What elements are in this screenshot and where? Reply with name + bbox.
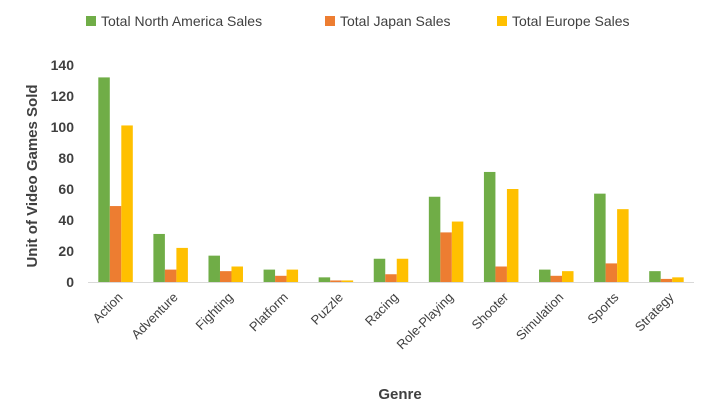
y-tick-label: 100 (51, 119, 75, 135)
y-tick-label: 140 (51, 57, 75, 73)
bar (286, 269, 299, 282)
bar (617, 209, 629, 282)
bar (440, 232, 452, 282)
bars (98, 77, 684, 283)
bar (275, 275, 287, 282)
bar-group-sports (594, 193, 629, 282)
bar (396, 258, 409, 282)
bar (483, 171, 496, 282)
bar (672, 277, 684, 282)
bar (605, 263, 618, 282)
x-axis-title: Genre (378, 386, 421, 403)
legend-item: Total North America Sales (86, 13, 262, 29)
bar-group-racing (373, 258, 409, 282)
legend-label: Total North America Sales (101, 13, 262, 29)
bar-group-strategy (649, 271, 684, 282)
bar (176, 247, 188, 282)
bar-group-action (98, 77, 133, 283)
bar (341, 280, 354, 282)
legend-swatch (325, 16, 335, 26)
bar-group-puzzle (318, 277, 354, 282)
bar (231, 266, 243, 282)
y-axis: 0 20 40 60 80 100 120 140 (51, 57, 75, 290)
x-tick-label: Fighting (193, 290, 236, 333)
legend-swatch (86, 16, 96, 26)
bar (539, 269, 551, 282)
bar (495, 266, 507, 282)
legend-swatch (497, 16, 507, 26)
y-tick-label: 60 (58, 181, 74, 197)
x-tick-label: Strategy (632, 289, 677, 334)
bar (451, 221, 464, 282)
x-tick-label: Sports (584, 289, 622, 327)
legend: Total North America Sales Total Japan Sal… (86, 13, 630, 29)
bar-group-simulation (539, 269, 574, 282)
y-tick-label: 40 (58, 212, 74, 228)
x-tick-label: Simulation (513, 290, 567, 344)
bar (121, 125, 133, 282)
bar (109, 206, 122, 282)
bar (208, 255, 220, 282)
y-tick-label: 120 (51, 88, 75, 104)
bar (562, 271, 574, 282)
legend-item: Total Europe Sales (497, 13, 630, 29)
bar-group-fighting (208, 255, 243, 282)
bar (550, 275, 563, 282)
y-tick-label: 80 (58, 150, 74, 166)
bar (649, 271, 661, 282)
bar-group-platform (263, 269, 299, 282)
y-tick-label: 0 (66, 274, 74, 290)
bar (98, 77, 110, 283)
bar (153, 233, 165, 282)
bar (594, 193, 606, 282)
bar (373, 258, 386, 282)
bar-group-role-playing (428, 196, 464, 282)
x-tick-label: Platform (246, 290, 291, 335)
y-tick-label: 20 (58, 243, 74, 259)
bar (428, 196, 441, 282)
x-tick-label: Role-Playing (393, 290, 456, 353)
x-tick-label: Puzzle (308, 290, 346, 328)
bar (219, 271, 232, 282)
bar (318, 277, 331, 282)
x-tick-label: Racing (362, 290, 401, 329)
bar (385, 274, 397, 282)
bar (506, 189, 519, 282)
x-axis: Action Adventure Fighting Platform Puzzle Rac… (88, 282, 694, 353)
bar (263, 269, 276, 282)
legend-label: Total Europe Sales (512, 13, 630, 29)
legend-label: Total Japan Sales (340, 13, 451, 29)
bar (660, 278, 673, 282)
bar (164, 269, 177, 282)
bar-group-shooter (483, 171, 519, 282)
legend-item: Total Japan Sales (325, 13, 451, 29)
x-tick-label: Action (89, 290, 125, 326)
bar-group-adventure (153, 233, 188, 282)
x-tick-label: Adventure (128, 290, 181, 343)
y-axis-title: Unit of Video Games Sold (24, 84, 41, 267)
x-tick-label: Shooter (469, 289, 512, 332)
bar (330, 280, 342, 282)
